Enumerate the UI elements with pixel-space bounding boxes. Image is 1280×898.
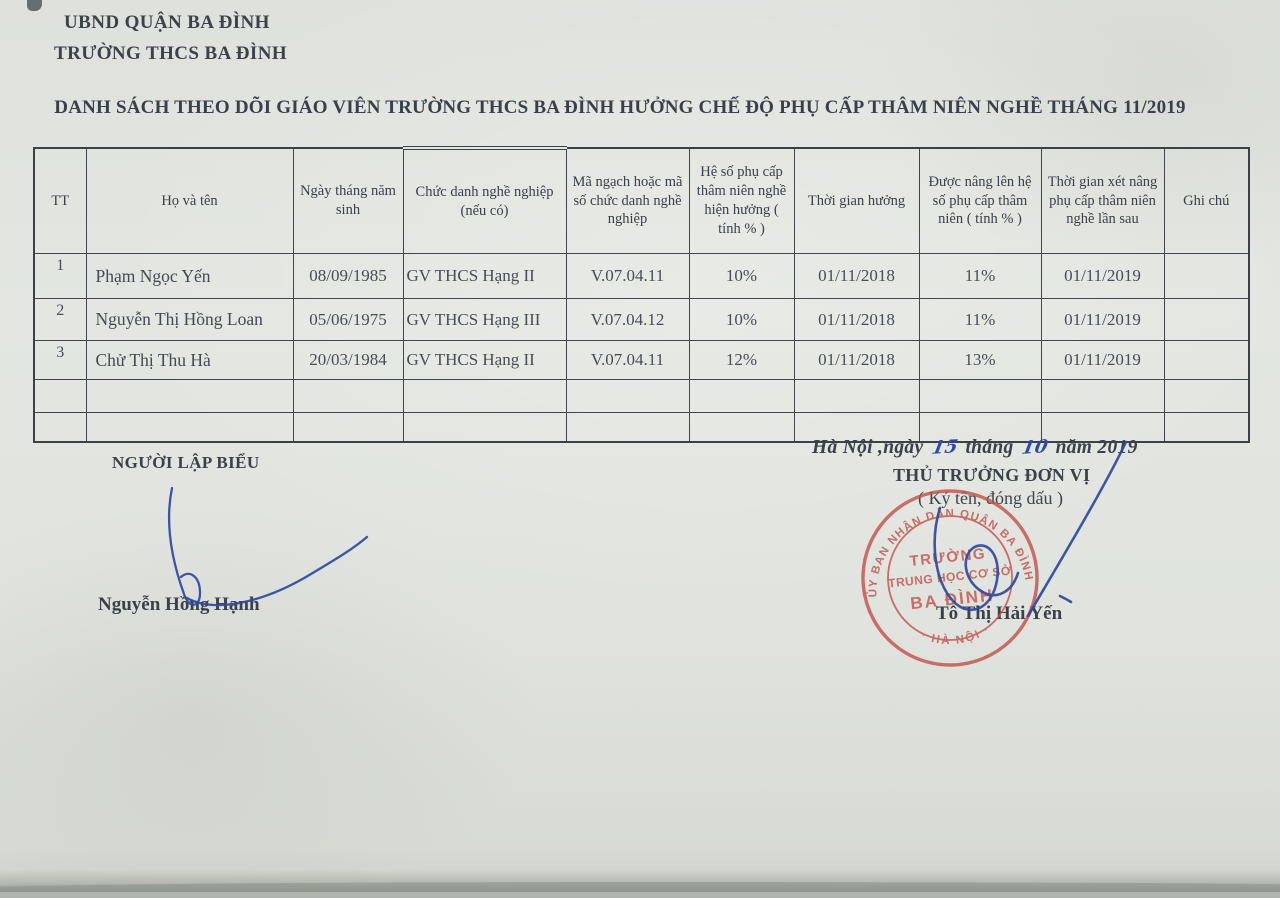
table-cell: 3: [33, 340, 87, 380]
table-cell: [33, 379, 87, 413]
table-cell: [793, 412, 920, 443]
table-header: TT Họ và tên Ngày tháng năm sinh Chức danh …: [33, 146, 1250, 254]
header-cell: Thời gian hưởng: [793, 147, 920, 254]
header-cell: Ngày tháng năm sinh: [292, 147, 404, 254]
table-cell: [918, 379, 1042, 413]
table-cell: [565, 379, 690, 413]
table-cell: 12%: [688, 340, 795, 380]
table-cell: 10%: [688, 298, 795, 341]
table-cell: 10%: [688, 253, 795, 299]
table-cell: [688, 412, 795, 443]
allowance-table: TT Họ và tên Ngày tháng năm sinh Chức danh …: [33, 146, 1250, 443]
table-cell: Phạm Ngọc Yến: [85, 253, 294, 299]
preparer-name: Nguyễn Hồng Hạnh: [98, 594, 260, 615]
date-suffix: năm 2019: [1055, 437, 1138, 458]
date-line: Hà Nội ,ngày 15 tháng 10 năm 2019: [812, 436, 1138, 459]
scan-smudge-mark: [27, 0, 42, 11]
preparer-signature: [167, 486, 369, 607]
table-cell: [565, 412, 690, 443]
table-cell: V.07.04.12: [565, 298, 690, 341]
table-cell: [85, 412, 294, 443]
paper-bottom-edge-shadow: [0, 870, 1280, 892]
header-cell: Họ và tên: [85, 147, 294, 254]
table-cell: 05/06/1975: [292, 298, 404, 341]
header-cell: Hệ số phụ cấp thâm niên nghề hiện hưởng …: [688, 147, 795, 254]
table-cell: [688, 379, 795, 413]
table-cell: [1040, 379, 1165, 413]
table-cell: [1040, 412, 1165, 443]
sign-and-seal-note: ( Ký tên, đóng dấu ): [918, 488, 1063, 508]
header-cell: Được nâng lên hệ số phụ cấp thâm niên ( …: [918, 147, 1042, 254]
table-cell: 20/03/1984: [292, 340, 404, 380]
table-cell: [33, 412, 87, 443]
table-cell: [85, 379, 294, 413]
table-cell: 01/11/2019: [1040, 340, 1165, 380]
date-thang: tháng: [965, 437, 1014, 458]
head-of-unit-title: THỦ TRƯỞNG ĐƠN VỊ: [893, 465, 1091, 485]
document-title: DANH SÁCH THEO DÕI GIÁO VIÊN TRƯỜNG THCS…: [54, 97, 1186, 118]
table-cell: 2: [33, 298, 87, 341]
date-prefix: Hà Nội ,ngày: [812, 437, 924, 458]
table-cell: 01/11/2019: [1040, 253, 1165, 299]
table-cell: 11%: [918, 298, 1042, 341]
table-cell: [1163, 298, 1250, 341]
table-cell: [1163, 340, 1250, 380]
header-row: TT Họ và tên Ngày tháng năm sinh Chức danh …: [33, 146, 1250, 254]
table-cell: 13%: [918, 340, 1042, 380]
table-cell: GV THCS Hạng II: [402, 340, 567, 380]
header-cell: Thời gian xét nâng phụ cấp thâm niên ngh…: [1040, 147, 1165, 254]
table-cell: [402, 379, 567, 413]
org-line2: TRƯỜNG THCS BA ĐÌNH: [54, 43, 288, 64]
table-cell: 08/09/1985: [292, 253, 404, 299]
header-cell: TT: [33, 147, 87, 254]
table-row: 3 Chử Thị Thu Hà 20/03/1984 GV THCS Hạng II…: [33, 340, 1250, 380]
table-row: [33, 412, 1250, 443]
org-header: UBND QUẬN BA ĐÌNH TRƯỜNG THCS BA ĐÌNH: [54, 12, 287, 65]
table-cell: [402, 412, 567, 443]
table-cell: GV THCS Hạng II: [402, 253, 567, 299]
header-cell: Mã ngạch hoặc mã số chức danh nghề nghiệ…: [565, 147, 690, 254]
table-cell: [292, 412, 404, 443]
table-cell: [292, 379, 404, 413]
table-row: 1 Phạm Ngọc Yến 08/09/1985 GV THCS Hạng II V…: [33, 253, 1250, 299]
head-of-unit-signature: [933, 440, 1128, 618]
table-cell: 01/11/2018: [793, 253, 920, 299]
table-cell: [1163, 253, 1250, 299]
table-cell: Nguyễn Thị Hồng Loan: [85, 298, 294, 341]
table-cell: 11%: [918, 253, 1042, 299]
table-row: [33, 379, 1250, 413]
table-cell: 01/11/2018: [793, 298, 920, 341]
table-wrapper: TT Họ và tên Ngày tháng năm sinh Chức danh …: [33, 146, 1250, 443]
table-cell: 01/11/2018: [793, 340, 920, 380]
table-cell: [793, 379, 920, 413]
table-body: 1 Phạm Ngọc Yến 08/09/1985 GV THCS Hạng II V…: [33, 253, 1250, 443]
header-cell: Ghi chú: [1163, 147, 1250, 254]
table-cell: V.07.04.11: [565, 253, 690, 299]
table-cell: 1: [33, 253, 87, 299]
org-line1: UBND QUẬN BA ĐÌNH: [64, 12, 270, 33]
table-cell: Chử Thị Thu Hà: [85, 340, 294, 380]
table-cell: V.07.04.11: [565, 340, 690, 380]
table-cell: [1163, 379, 1250, 413]
table-cell: 01/11/2019: [1040, 298, 1165, 341]
preparer-title: NGƯỜI LẬP BIỂU: [112, 453, 260, 472]
table-cell: [918, 412, 1042, 443]
table-row: 2 Nguyễn Thị Hồng Loan 05/06/1975 GV THCS H…: [33, 298, 1250, 341]
header-cell: Chức danh nghề nghiệp (nếu có): [402, 146, 567, 254]
table-cell: GV THCS Hạng III: [402, 298, 567, 341]
table-cell: [1163, 412, 1250, 443]
